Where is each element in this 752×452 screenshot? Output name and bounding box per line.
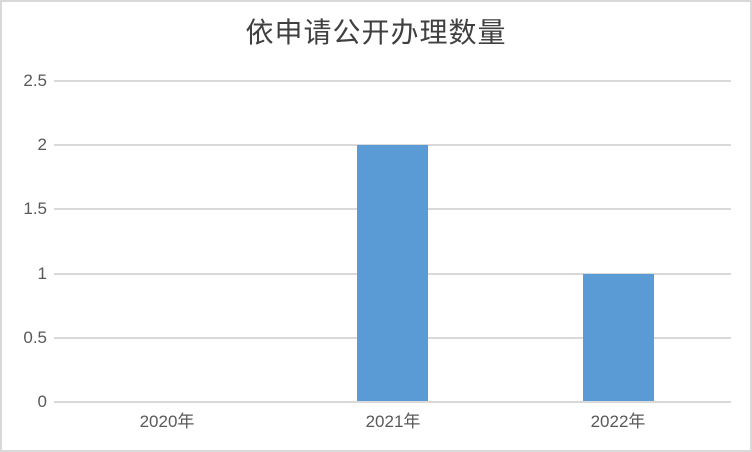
chart-title: 依申请公开办理数量 <box>245 16 507 49</box>
bar-2022年 <box>583 274 654 401</box>
x-tick-label: 2021年 <box>365 412 421 431</box>
y-gridline <box>54 80 731 82</box>
x-tick-label: 2020年 <box>139 412 195 431</box>
y-tick-label: 2.5 <box>23 71 47 90</box>
y-tick-label: 1 <box>37 264 47 283</box>
y-tick-label: 0.5 <box>23 328 47 347</box>
bar-2021年 <box>357 145 428 401</box>
y-tick-label: 0 <box>37 392 47 411</box>
x-tick-label: 2022年 <box>590 412 646 431</box>
y-tick-label: 1.5 <box>23 199 47 218</box>
x-axis-line <box>54 401 731 403</box>
y-tick-label: 2 <box>37 135 47 154</box>
